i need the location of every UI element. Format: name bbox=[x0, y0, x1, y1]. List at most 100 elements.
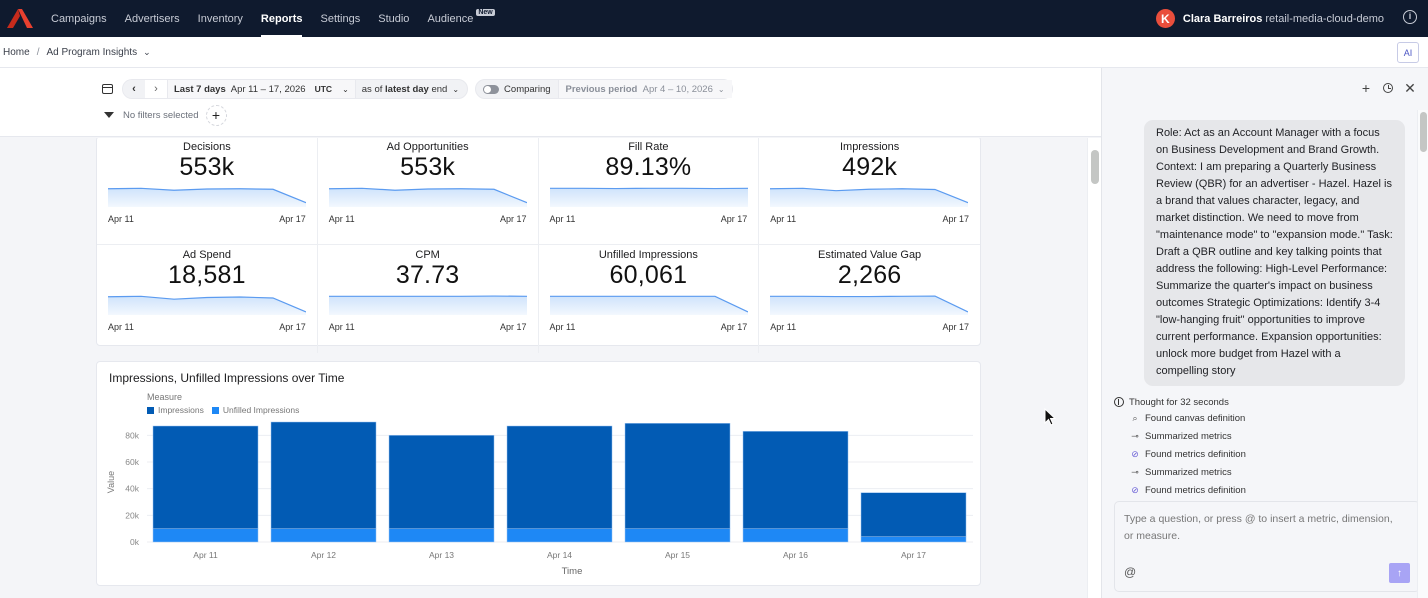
x-tick-label: Apr 14 bbox=[547, 550, 572, 560]
nav-settings[interactable]: Settings bbox=[320, 12, 361, 25]
summarize-icon: ⊸ bbox=[1131, 466, 1139, 477]
bar-unfilled-impressions bbox=[152, 528, 259, 543]
next-period-button[interactable]: › bbox=[145, 80, 167, 98]
breadcrumb: Home / Ad Program Insights ⌄ AI bbox=[0, 37, 1428, 68]
nav-advertisers[interactable]: Advertisers bbox=[124, 12, 180, 25]
comparison-picker: Comparing Previous period Apr 4 – 10, 20… bbox=[475, 79, 733, 99]
bar-impressions bbox=[388, 435, 495, 529]
thought-step-label: Found canvas definition bbox=[1145, 412, 1246, 424]
kpi-card[interactable]: CPM 37.73 Apr 11 Apr 17 bbox=[318, 245, 539, 353]
nav-audience[interactable]: Audience New bbox=[418, 0, 503, 37]
kpi-title: CPM bbox=[415, 249, 440, 261]
kpi-sparkline bbox=[108, 187, 306, 207]
kpi-sparkline bbox=[328, 187, 527, 207]
bar-unfilled-impressions bbox=[388, 528, 495, 543]
kpi-value: 18,581 bbox=[168, 261, 246, 289]
kpi-start-date: Apr 11 bbox=[328, 214, 355, 224]
nav-reports[interactable]: Reports bbox=[252, 0, 312, 37]
bar-impressions bbox=[624, 423, 731, 529]
y-tick-label: 0k bbox=[130, 537, 140, 547]
kpi-end-date: Apr 17 bbox=[720, 322, 748, 332]
new-chat-icon[interactable]: + bbox=[1361, 80, 1371, 96]
thought-step[interactable]: ⌕ Found canvas definition bbox=[1114, 409, 1246, 427]
kpi-end-date: Apr 17 bbox=[942, 322, 969, 332]
thought-step[interactable]: ⊸ Summarized metrics bbox=[1114, 427, 1246, 445]
no-filters-label: No filters selected bbox=[123, 109, 199, 121]
ai-panel-scrollbar-thumb[interactable] bbox=[1420, 112, 1427, 152]
kpi-start-date: Apr 11 bbox=[549, 322, 576, 332]
sparkline-line bbox=[770, 187, 969, 204]
sparkline-line bbox=[108, 295, 306, 313]
thought-step[interactable]: ⊸ Summarized metrics bbox=[1114, 463, 1246, 481]
info-icon[interactable]: i bbox=[1403, 10, 1417, 24]
thought-step[interactable]: ⊘ Found metrics definition bbox=[1114, 445, 1246, 463]
chevron-down-icon[interactable]: ⌄ bbox=[143, 46, 151, 57]
brand-logo[interactable] bbox=[6, 8, 34, 30]
kpi-value: 553k bbox=[400, 153, 456, 181]
chat-composer[interactable]: Type a question, or press @ to insert a … bbox=[1114, 501, 1420, 592]
kpi-title: Impressions bbox=[839, 141, 900, 153]
breadcrumb-current[interactable]: Ad Program Insights bbox=[46, 46, 138, 58]
y-tick-label: 40k bbox=[125, 484, 139, 494]
thought-step[interactable]: ⊘ Found metrics definition bbox=[1114, 481, 1246, 499]
nav-studio[interactable]: Studio bbox=[378, 12, 410, 25]
legend-title: Measure bbox=[147, 392, 183, 402]
summarize-icon: ⊸ bbox=[1131, 430, 1139, 441]
sparkline-line bbox=[108, 187, 306, 204]
compare-mode: Previous period bbox=[565, 83, 638, 95]
thought-step-label: Summarized metrics bbox=[1145, 466, 1232, 478]
compare-period-selector[interactable]: Previous period Apr 4 – 10, 2026 ⌄ bbox=[557, 80, 732, 98]
legend-label: Unfilled Impressions bbox=[222, 405, 300, 415]
kpi-card[interactable]: Ad Spend 18,581 Apr 11 Apr 17 bbox=[97, 245, 318, 353]
as-of-selector[interactable]: as of latest day end ⌄ bbox=[354, 80, 467, 98]
user-org: retail-media-cloud-demo bbox=[1265, 12, 1384, 25]
kpi-card[interactable]: Estimated Value Gap 2,266 Apr 11 Apr 17 bbox=[759, 245, 980, 353]
chevron-down-icon[interactable]: ⌄ bbox=[342, 84, 349, 94]
legend-item-unfilled-impressions[interactable]: Unfilled Impressions bbox=[211, 405, 300, 415]
send-button[interactable]: ↑ bbox=[1389, 563, 1410, 583]
main-scrollbar-thumb[interactable] bbox=[1091, 150, 1099, 184]
kpi-card[interactable]: Decisions 553k Apr 11 Apr 17 bbox=[97, 138, 318, 245]
x-tick-label: Apr 15 bbox=[665, 550, 690, 560]
sparkline-area bbox=[549, 296, 748, 315]
history-icon[interactable] bbox=[1382, 81, 1394, 95]
kpi-grid: Decisions 553k Apr 11 Apr 17 Ad Opportunitie… bbox=[96, 138, 981, 353]
bar-impressions bbox=[152, 425, 259, 529]
mention-button[interactable]: @ bbox=[1124, 565, 1137, 579]
kpi-card[interactable]: Unfilled Impressions 60,061 Apr 11 Apr 17 bbox=[539, 245, 760, 353]
chat-input[interactable]: Type a question, or press @ to insert a … bbox=[1124, 513, 1393, 542]
legend-item-impressions[interactable]: Impressions bbox=[147, 405, 204, 415]
panel-toolbar: + ✕ bbox=[1360, 81, 1416, 95]
main-scrollbar[interactable] bbox=[1087, 138, 1101, 598]
add-filter-button[interactable]: + bbox=[205, 104, 227, 126]
user-prompt-message: Role: Act as an Account Manager with a f… bbox=[1144, 120, 1405, 386]
ai-panel-scrollbar[interactable] bbox=[1417, 110, 1428, 598]
y-axis-label: Value bbox=[106, 471, 116, 493]
user-menu[interactable]: K Clara Barreiros retail-media-cloud-demo bbox=[1155, 0, 1384, 37]
comparing-toggle[interactable]: Comparing bbox=[476, 80, 557, 98]
kpi-start-date: Apr 11 bbox=[108, 214, 134, 224]
kpi-card[interactable]: Ad Opportunities 553k Apr 11 Apr 17 bbox=[317, 138, 539, 245]
date-range-selector[interactable]: Last 7 days Apr 11 – 17, 2026 UTC ⌄ bbox=[167, 80, 355, 98]
kpi-end-date: Apr 17 bbox=[279, 322, 306, 332]
thought-step-label: Found metrics definition bbox=[1145, 484, 1246, 496]
previous-period-button[interactable]: ‹ bbox=[123, 80, 145, 98]
bar-unfilled-impressions bbox=[860, 536, 967, 543]
nav-inventory[interactable]: Inventory bbox=[197, 12, 243, 25]
bar-impressions bbox=[270, 421, 377, 529]
filter-icon bbox=[104, 112, 114, 118]
search-icon: ⌕ bbox=[1132, 412, 1138, 423]
thought-header[interactable]: Thought for 32 seconds bbox=[1114, 395, 1246, 409]
toggle-switch[interactable] bbox=[483, 84, 500, 94]
kpi-card[interactable]: Impressions 492k Apr 11 Apr 17 bbox=[759, 138, 980, 245]
chevron-down-icon: ⌄ bbox=[452, 84, 460, 94]
date-range-picker: ‹ › Last 7 days Apr 11 – 17, 2026 UTC ⌄ … bbox=[122, 79, 469, 99]
kpi-card[interactable]: Fill Rate 89.13% Apr 11 Apr 17 bbox=[538, 138, 760, 245]
impressions-chart-card: 0k 20k 40k 60k 80k Value Apr 11 Apr 12 Apr 13 Apr… bbox=[96, 361, 981, 586]
breadcrumb-home[interactable]: Home bbox=[3, 46, 30, 58]
ai-assistant-button[interactable]: AI bbox=[1397, 42, 1419, 63]
nav-campaigns[interactable]: Campaigns bbox=[51, 12, 107, 25]
calendar-icon[interactable] bbox=[102, 84, 113, 94]
timezone-selector[interactable]: UTC bbox=[314, 84, 333, 94]
close-icon[interactable]: ✕ bbox=[1404, 80, 1416, 96]
